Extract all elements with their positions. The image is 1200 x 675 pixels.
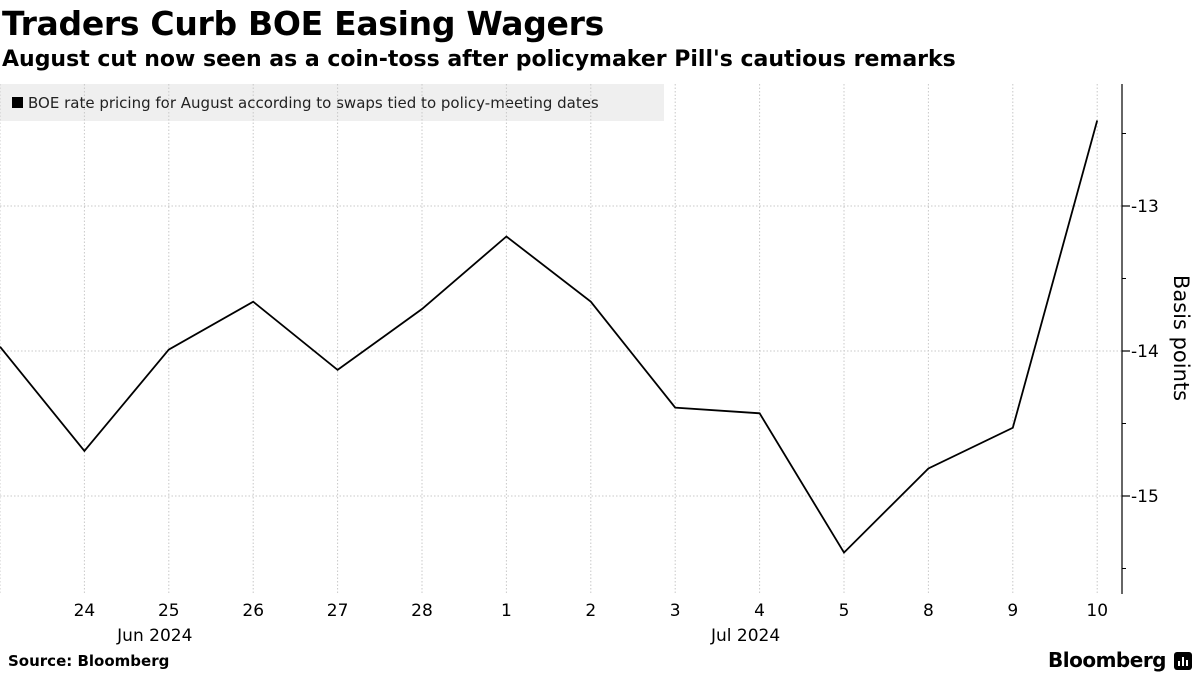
x-tick-label: 8 [923, 601, 934, 621]
series-line [0, 120, 1099, 555]
chart-title: Traders Curb BOE Easing Wagers [2, 4, 604, 43]
source-note: Source: Bloomberg [8, 652, 170, 670]
x-tick-label: 9 [1007, 601, 1018, 621]
x-tick-label: 1 [501, 601, 512, 621]
x-tick-label: 3 [670, 601, 681, 621]
x-month-label: Jun 2024 [116, 626, 192, 646]
legend-label: BOE rate pricing for August according to… [28, 93, 599, 112]
y-tick-label: -15 [1131, 487, 1159, 507]
y-tick-label: -14 [1131, 342, 1159, 362]
x-tick-label: 24 [74, 601, 96, 621]
x-month-label: Jul 2024 [710, 626, 780, 646]
axis-layer: 24 25 26 27 28 1 2 3 4 5 8 9 10 Jun 2024 Jul 2024 -13 -1… [74, 84, 1159, 646]
x-tick-label: 10 [1086, 601, 1108, 621]
x-tick-label: 25 [158, 601, 180, 621]
series-layer [0, 120, 1099, 555]
x-tick-label: 5 [839, 601, 850, 621]
grid-layer [0, 84, 1122, 594]
bloomberg-logo: Bloomberg [1048, 648, 1166, 672]
y-tick-label: -13 [1131, 197, 1159, 217]
x-tick-label: 2 [585, 601, 596, 621]
y-axis-title: Basis points [1169, 275, 1193, 401]
legend: BOE rate pricing for August according to… [0, 84, 664, 121]
x-tick-label: 28 [411, 601, 433, 621]
x-tick-label: 4 [754, 601, 765, 621]
x-tick-label: 26 [242, 601, 264, 621]
legend-swatch [12, 97, 23, 108]
x-tick-label: 27 [327, 601, 349, 621]
chart-subtitle: August cut now seen as a coin-toss after… [2, 47, 956, 72]
bloomberg-bars-icon [1174, 652, 1192, 670]
